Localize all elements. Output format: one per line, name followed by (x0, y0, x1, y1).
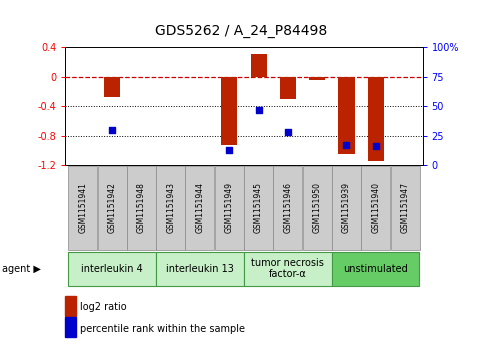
Bar (156, 252, 243, 286)
Text: tumor necrosis
factor-α: tumor necrosis factor-α (252, 258, 324, 280)
Bar (69, 252, 156, 286)
Bar (98, 166, 127, 250)
Text: GSM1151945: GSM1151945 (254, 182, 263, 233)
Bar (127, 166, 156, 250)
Text: GSM1151944: GSM1151944 (196, 182, 204, 233)
Bar (215, 166, 244, 250)
Point (284, 129, 292, 135)
Bar (221, 77, 237, 145)
Bar (68, 166, 97, 250)
Bar (280, 77, 296, 99)
Point (226, 147, 233, 153)
Text: GSM1151943: GSM1151943 (166, 182, 175, 233)
Text: log2 ratio: log2 ratio (80, 302, 127, 313)
Text: GSM1151946: GSM1151946 (284, 182, 292, 233)
Point (372, 143, 380, 149)
Bar (244, 252, 331, 286)
Bar (332, 252, 419, 286)
Text: GSM1151940: GSM1151940 (371, 182, 380, 233)
Bar (368, 77, 384, 162)
Point (342, 142, 350, 148)
Point (255, 107, 262, 113)
Bar (309, 77, 325, 80)
Bar (244, 166, 273, 250)
Bar (303, 166, 332, 250)
Text: percentile rank within the sample: percentile rank within the sample (80, 323, 245, 334)
Point (108, 127, 116, 132)
Bar (391, 166, 420, 250)
Bar (251, 54, 267, 77)
Text: GSM1151947: GSM1151947 (400, 182, 410, 233)
Bar (156, 166, 185, 250)
Bar (273, 166, 302, 250)
Text: GSM1151950: GSM1151950 (313, 182, 322, 233)
Bar (104, 77, 120, 97)
Text: GSM1151942: GSM1151942 (108, 182, 116, 233)
Text: GDS5262 / A_24_P84498: GDS5262 / A_24_P84498 (156, 24, 327, 38)
Bar (339, 77, 355, 154)
Text: GSM1151949: GSM1151949 (225, 182, 234, 233)
Text: agent ▶: agent ▶ (2, 264, 41, 274)
Text: GSM1151939: GSM1151939 (342, 182, 351, 233)
Text: GSM1151941: GSM1151941 (78, 182, 87, 233)
Text: GSM1151948: GSM1151948 (137, 182, 146, 233)
Bar (332, 166, 361, 250)
Text: interleukin 13: interleukin 13 (166, 264, 234, 274)
Text: interleukin 4: interleukin 4 (81, 264, 143, 274)
Bar (361, 166, 390, 250)
Bar (185, 166, 214, 250)
Text: unstimulated: unstimulated (343, 264, 408, 274)
